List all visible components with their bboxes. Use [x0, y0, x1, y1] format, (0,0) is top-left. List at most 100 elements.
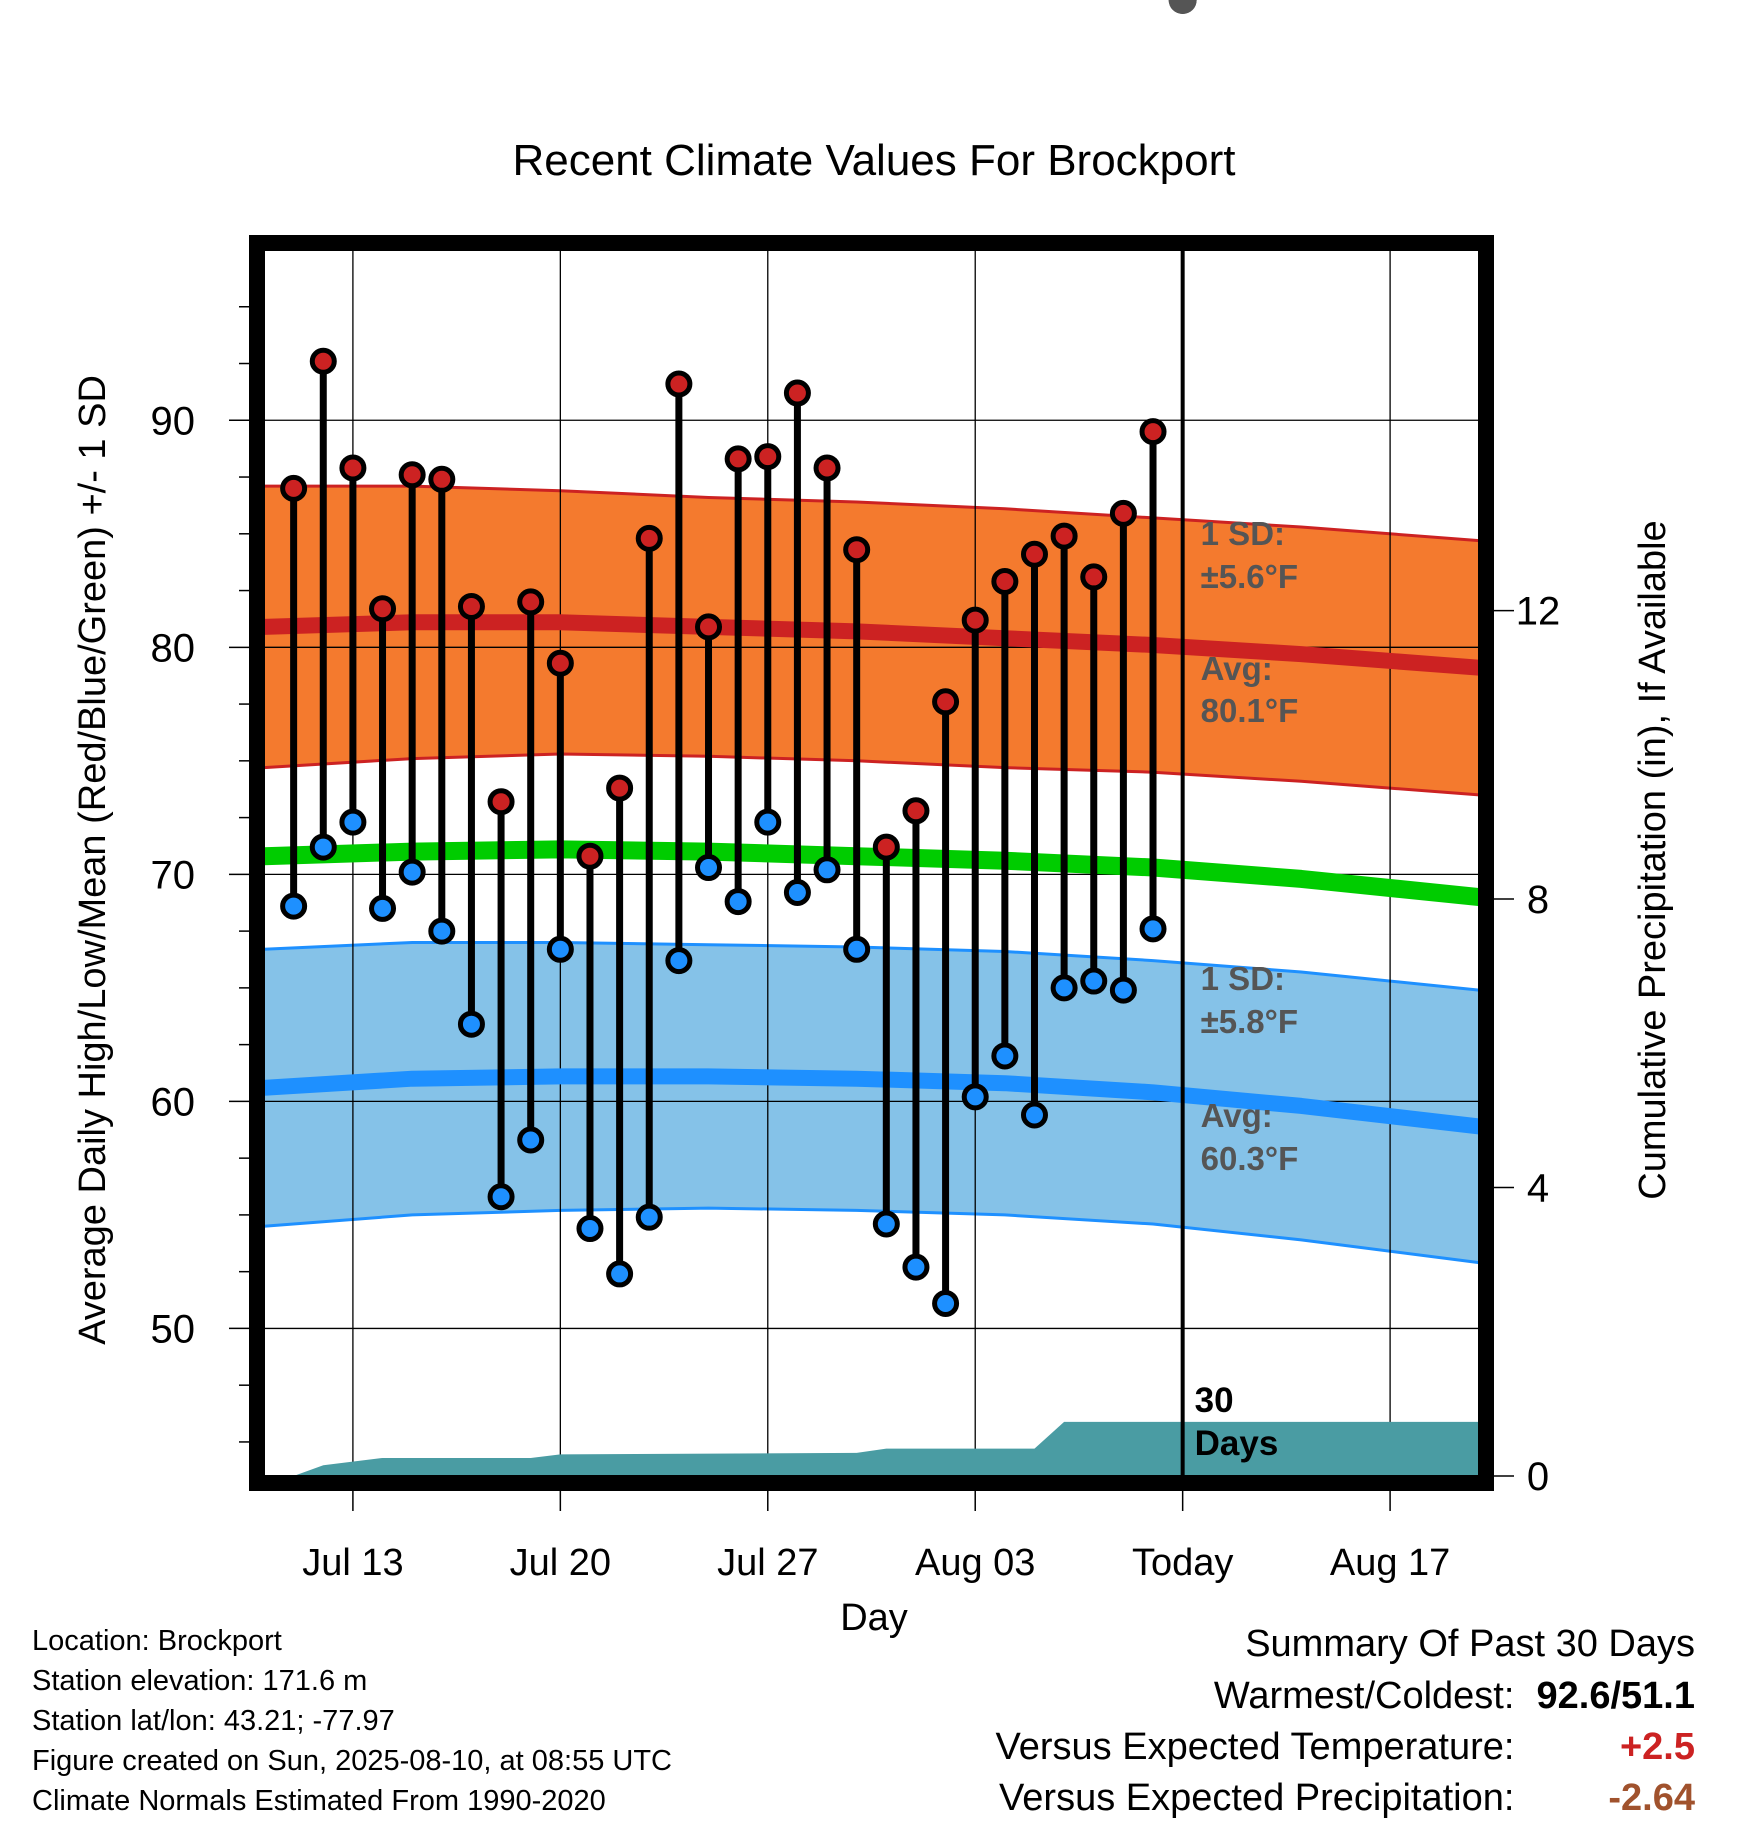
daily-high-point — [487, 788, 515, 816]
daily-high-point — [902, 797, 930, 825]
daily-high-point — [546, 649, 574, 677]
y2-tick-label: 4 — [1527, 1167, 1549, 1211]
x-tick-label: Aug 17 — [1330, 1542, 1450, 1584]
daily-high-point — [754, 443, 782, 471]
daily-low-point — [517, 1126, 545, 1154]
daily-high-point — [665, 370, 693, 398]
daily-low-point — [457, 1010, 485, 1038]
daily-low-point — [369, 894, 397, 922]
daily-low-point — [606, 1260, 634, 1288]
precip-label: Versus Expected Precipitation: — [999, 1777, 1515, 1819]
daily-high-point — [576, 842, 604, 870]
daily-high-point — [606, 774, 634, 802]
daily-low-point — [487, 1183, 515, 1211]
y-tick-label: 60 — [151, 1080, 196, 1124]
chart-title: Recent Climate Values For Brockport — [512, 136, 1235, 185]
daily-high-point — [1139, 418, 1167, 446]
mean-average-line — [263, 840, 1480, 907]
daily-high-point — [1020, 540, 1048, 568]
high-sd-value: ±5.6°F — [1201, 558, 1298, 595]
daily-high-point — [813, 454, 841, 482]
summary-temp: Versus Expected Temperature: +2.5 — [996, 1726, 1695, 1769]
daily-high-point — [843, 536, 871, 564]
daily-high-point — [1050, 522, 1078, 550]
y2-tick-label: 12 — [1516, 590, 1561, 634]
location-text: Location: Brockport — [32, 1625, 282, 1657]
y2-axis-label: Cumulative Precipitation (in), If Availa… — [1632, 520, 1674, 1199]
daily-high-point — [428, 465, 456, 493]
daily-low-point — [961, 1083, 989, 1111]
low-avg-value: 60.3°F — [1201, 1140, 1299, 1177]
warmest-coldest-label: Warmest/Coldest: — [1213, 1675, 1515, 1717]
station-info: Location: Brockport Station elevation: 1… — [32, 1625, 672, 1825]
daily-low-point — [813, 856, 841, 884]
y2-tick-label: 8 — [1527, 878, 1549, 922]
daily-low-point — [1080, 967, 1108, 995]
daily-low-point — [843, 935, 871, 963]
daily-high-point — [1109, 499, 1137, 527]
daily-low-point — [724, 888, 752, 916]
summary-warmest-coldest: Warmest/Coldest: 92.6/51.1 — [1214, 1675, 1695, 1718]
high-avg-label: Avg: — [1201, 650, 1273, 687]
x-axis-label: Day — [840, 1597, 908, 1639]
created-text: Figure created on Sun, 2025-08-10, at 08… — [32, 1745, 672, 1777]
x-tick-label: Jul 13 — [302, 1542, 403, 1584]
plot-frame — [249, 235, 1494, 1491]
high-sd-band — [264, 486, 1479, 795]
daily-high-point — [369, 595, 397, 623]
x-tick-label: Jul 27 — [717, 1542, 818, 1584]
daily-high-point — [961, 606, 989, 634]
daily-low-point — [339, 808, 367, 836]
temp-label: Versus Expected Temperature: — [995, 1726, 1515, 1768]
daily-high-point — [991, 567, 1019, 595]
y-tick-label: 50 — [151, 1307, 196, 1351]
plot-area: 1 SD: ±5.6°F Avg: 80.1°F 1 SD: ±5.8°F Avg: 60.3… — [151, 0, 1561, 1584]
precip-value: -2.64 — [1608, 1777, 1695, 1819]
daily-high-point — [457, 592, 485, 620]
daily-low-point — [428, 917, 456, 945]
daily-low-point — [309, 833, 337, 861]
daily-low-point — [1020, 1101, 1048, 1129]
daily-high-point — [872, 833, 900, 861]
daily-low-point — [754, 808, 782, 836]
x-tick-label: Today — [1132, 1542, 1233, 1584]
daily-high-point — [1080, 563, 1108, 591]
low-average-line — [263, 1068, 1480, 1135]
summary-title: Summary Of Past 30 Days — [1245, 1623, 1695, 1665]
daily-high-point — [783, 379, 811, 407]
daily-low-point — [665, 947, 693, 975]
daily-low-point — [1050, 974, 1078, 1002]
high-sd-label: 1 SD: — [1201, 515, 1285, 552]
low-sd-label: 1 SD: — [1201, 960, 1285, 997]
y-tick-label: 80 — [151, 626, 196, 670]
x-tick-label: Aug 03 — [915, 1542, 1035, 1584]
daily-low-point — [1109, 976, 1137, 1004]
daily-high-point — [309, 347, 337, 375]
daily-high-point — [398, 461, 426, 489]
warmest-coldest-value: 92.6/51.1 — [1536, 1675, 1695, 1717]
daily-high-point — [517, 588, 545, 616]
latlon-text: Station lat/lon: 43.21; -77.97 — [32, 1705, 395, 1737]
daily-low-point — [695, 854, 723, 882]
daily-high-point — [695, 613, 723, 641]
precipitation-area — [264, 1421, 1479, 1476]
low-sd-band — [264, 942, 1479, 1263]
daily-low-point — [398, 858, 426, 886]
daily-low-point — [783, 879, 811, 907]
daily-low-point — [546, 935, 574, 963]
low-avg-label: Avg: — [1201, 1097, 1273, 1134]
y-axis-label: Average Daily High/Low/Mean (Red/Blue/Gr… — [72, 375, 114, 1345]
daily-low-point — [635, 1203, 663, 1231]
x-tick-label: Jul 20 — [510, 1542, 611, 1584]
daily-low-point — [902, 1253, 930, 1281]
temp-value: +2.5 — [1619, 1726, 1695, 1768]
daily-high-point — [339, 454, 367, 482]
daily-high-point — [932, 688, 960, 716]
today-low-average-marker — [1168, 0, 1197, 14]
elevation-text: Station elevation: 171.6 m — [32, 1665, 368, 1697]
daily-low-point — [1139, 915, 1167, 943]
high-sd-band-upper-edge — [264, 484, 1480, 543]
low-sd-band-lower-edge — [263, 1206, 1480, 1265]
daily-low-point — [280, 892, 308, 920]
